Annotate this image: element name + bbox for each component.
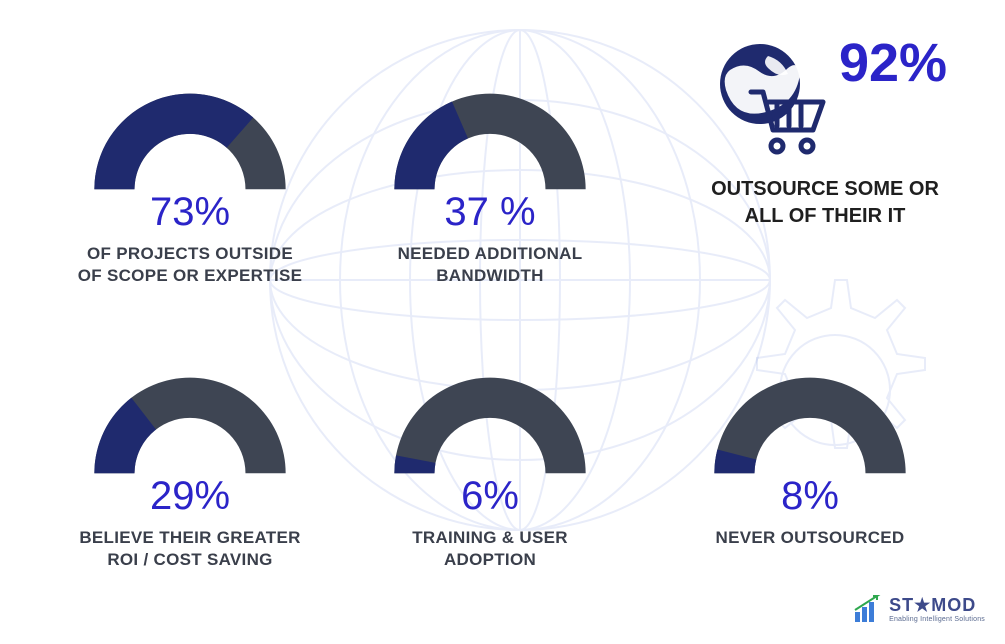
globe-cart-icon (703, 36, 833, 166)
stat-caption: OF PROJECTS OUTSIDE OF SCOPE OR EXPERTIS… (75, 243, 305, 287)
stamod-logo: ST★MOD Enabling Intelligent Solutions (853, 594, 985, 624)
hero-percentage: 92% (839, 36, 947, 90)
stat-percentage: 6% (461, 474, 519, 519)
hero-stat-outsource: 92% OUTSOURCE SOME OR ALL OF THEIR IT (685, 36, 965, 230)
stat-bandwidth: 37 % NEEDED ADDITIONAL BANDWIDTH (360, 86, 620, 287)
stat-percentage: 73% (150, 190, 230, 235)
stat-roi: 29% BELIEVE THEIR GREATER ROI / COST SAVI… (60, 370, 320, 571)
stat-caption: NEEDED ADDITIONAL BANDWIDTH (375, 243, 605, 287)
infographic-canvas: 92% OUTSOURCE SOME OR ALL OF THEIR IT ST… (0, 0, 1005, 644)
stat-never: 8% NEVER OUTSOURCED (680, 370, 940, 549)
stat-training: 6% TRAINING & USER ADOPTION (360, 370, 620, 571)
logo-text-pre: ST (889, 595, 914, 615)
logo-tagline: Enabling Intelligent Solutions (889, 616, 985, 623)
hero-caption: OUTSOURCE SOME OR ALL OF THEIR IT (700, 176, 950, 230)
stat-percentage: 37 % (444, 190, 535, 235)
stat-percentage: 8% (781, 474, 839, 519)
gauge-projects-scope (80, 86, 300, 196)
gauge-never (700, 370, 920, 480)
stat-projects-scope: 73% OF PROJECTS OUTSIDE OF SCOPE OR EXPER… (60, 86, 320, 287)
logo-bars-icon (853, 594, 883, 624)
gauge-bandwidth (380, 86, 600, 196)
stat-caption: NEVER OUTSOURCED (716, 527, 905, 549)
logo-star-icon: ★ (914, 595, 931, 615)
gauge-roi (80, 370, 300, 480)
logo-text-post: MOD (931, 595, 976, 615)
stat-caption: TRAINING & USER ADOPTION (375, 527, 605, 571)
stat-caption: BELIEVE THEIR GREATER ROI / COST SAVING (75, 527, 305, 571)
gauge-training (380, 370, 600, 480)
stat-percentage: 29% (150, 474, 230, 519)
